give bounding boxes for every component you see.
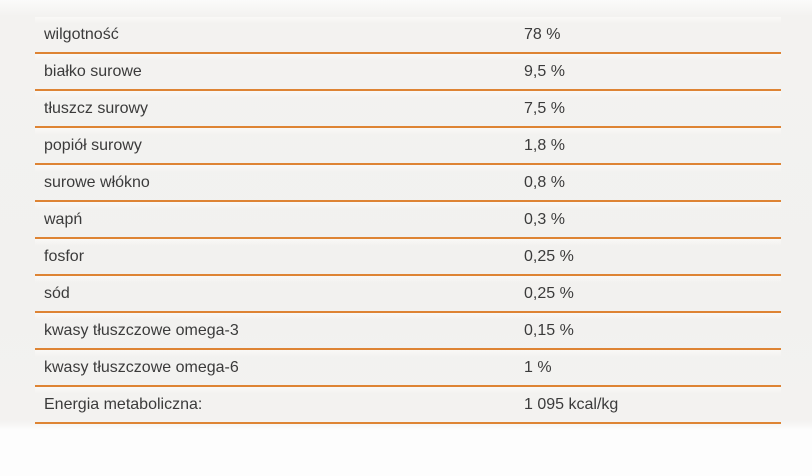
parameter-value: 0,8 % [524,173,565,191]
parameter-value: 0,15 % [524,321,574,339]
parameter-label: popiół surowy [44,136,142,154]
analysis-row: fosfor 0,25 % [35,239,781,276]
parameter-value: 0,3 % [524,210,565,228]
parameter-label: surowe włókno [44,173,150,191]
parameter-value: 78 % [524,25,561,43]
parameter-value: 1 095 kcal/kg [524,395,619,413]
parameter-label: wilgotność [44,25,119,43]
parameter-label: sód [44,284,70,302]
parameter-label: tłuszcz surowy [44,99,149,117]
analysis-row: kwasy tłuszczowe omega-6 1 % [35,350,781,387]
analysis-row: sód 0,25 % [35,276,781,313]
analysis-row: Energia metaboliczna: 1 095 kcal/kg [35,387,781,424]
parameter-label: Energia metaboliczna: [44,395,203,413]
analysis-row: wilgotność 78 % [35,17,781,54]
parameter-label: wapń [44,210,83,228]
parameter-value: 1 % [524,358,552,376]
analysis-row: wapń 0,3 % [35,202,781,239]
analysis-row: surowe włókno 0,8 % [35,165,781,202]
analysis-row: kwasy tłuszczowe omega-3 0,15 % [35,313,781,350]
parameter-value: 9,5 % [524,62,565,80]
parameter-label: kwasy tłuszczowe omega-3 [44,321,239,339]
parameter-label: kwasy tłuszczowe omega-6 [44,358,239,376]
parameter-label: fosfor [44,247,85,265]
parameter-value: 0,25 % [524,284,574,302]
parameter-value: 7,5 % [524,99,565,117]
parameter-value: 1,8 % [524,136,565,154]
analysis-row: białko surowe 9,5 % [35,54,781,91]
nutrition-analysis-table: wilgotność 78 % białko surowe 9,5 % tłus… [35,17,781,424]
analysis-row: tłuszcz surowy 7,5 % [35,91,781,128]
parameter-label: białko surowe [44,62,142,80]
parameter-value: 0,25 % [524,247,574,265]
analysis-row: popiół surowy 1,8 % [35,128,781,165]
